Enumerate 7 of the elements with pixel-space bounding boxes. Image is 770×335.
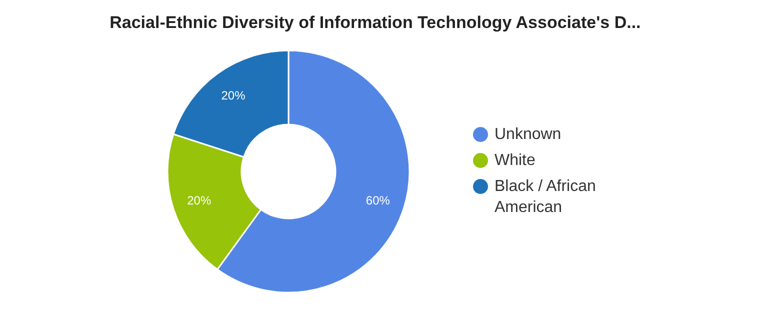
legend-label: Unknown	[494, 126, 562, 143]
data-label: 20%	[221, 88, 246, 102]
legend-label: White	[494, 152, 536, 169]
data-label: 60%	[366, 194, 390, 208]
data-label: 20%	[187, 194, 212, 208]
legend-label: Black / African American	[494, 178, 596, 216]
chart-title: Racial-Ethnic Diversity of Information Technology Associate's D...	[110, 13, 641, 32]
